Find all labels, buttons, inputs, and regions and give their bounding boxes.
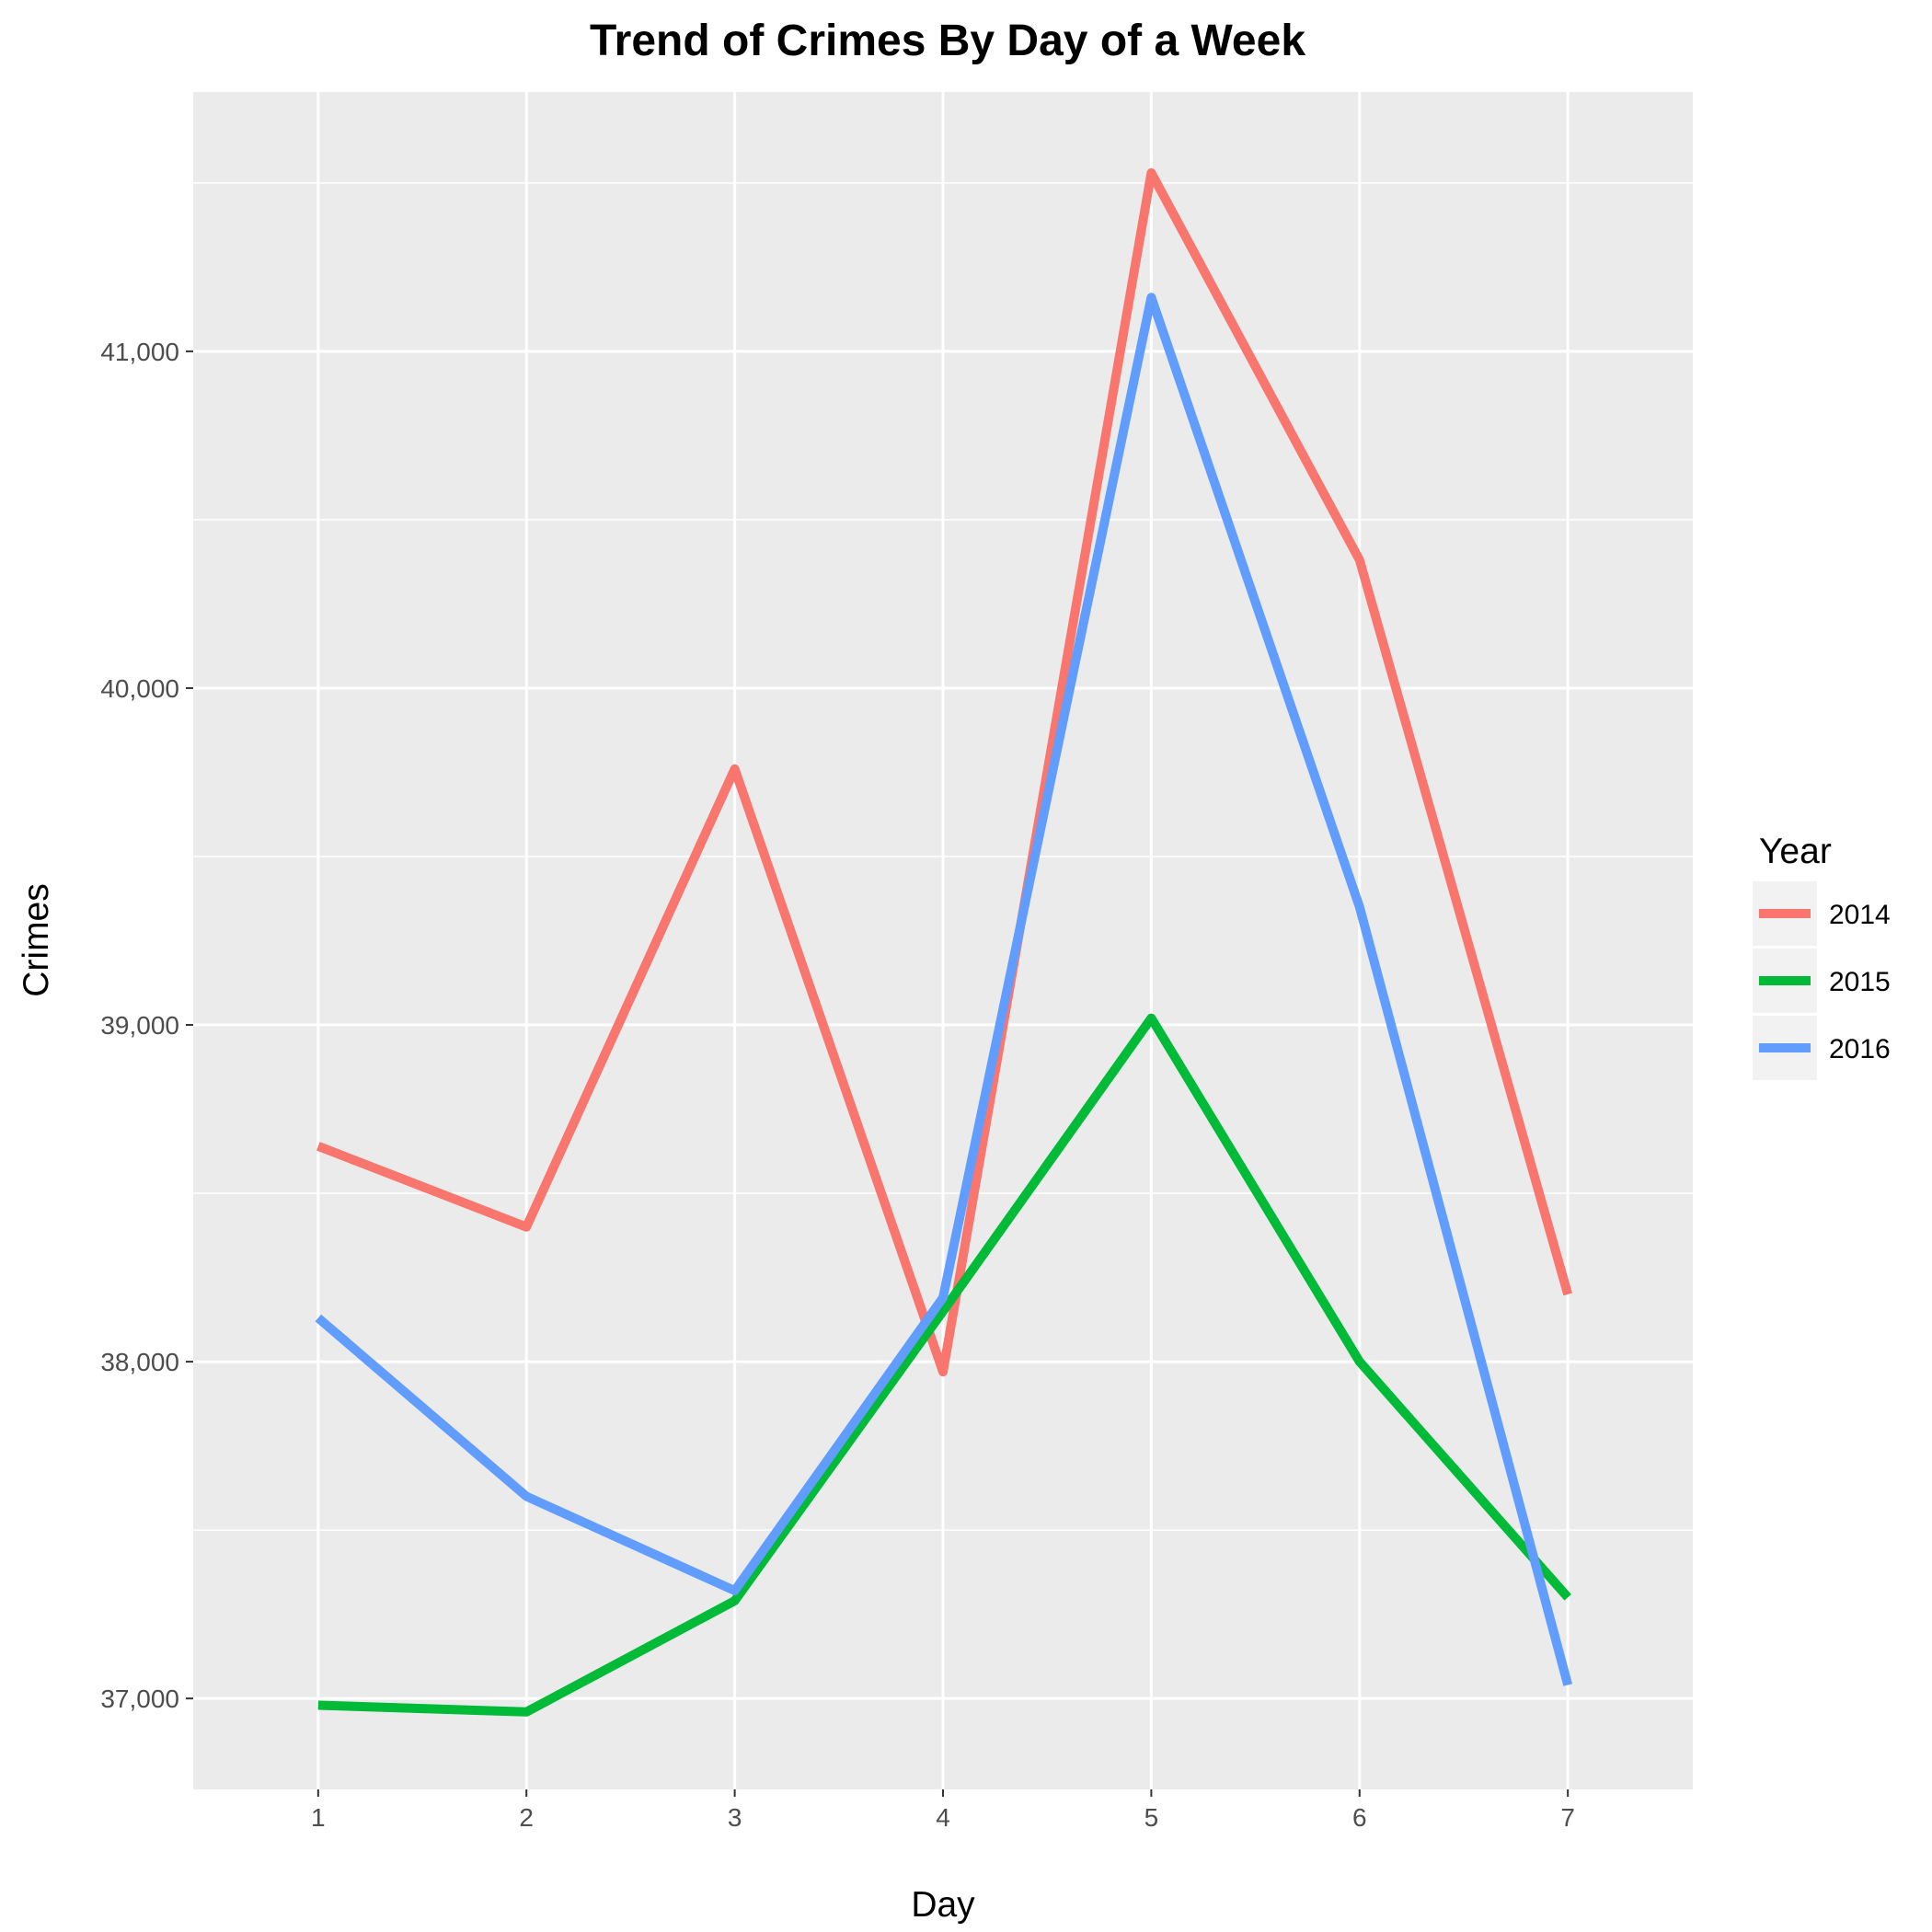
y-tick-label: 40,000 — [100, 674, 179, 703]
x-tick-label: 1 — [311, 1803, 326, 1832]
y-tick-label: 39,000 — [100, 1011, 179, 1040]
x-axis-title: Day — [911, 1885, 975, 1925]
legend-label: 2015 — [1829, 967, 1891, 997]
x-tick-label: 4 — [936, 1803, 950, 1832]
legend-entry-2014: 2014 — [1753, 881, 1891, 946]
x-tick-label: 5 — [1144, 1803, 1159, 1832]
x-tick-label: 6 — [1352, 1803, 1367, 1832]
major-gridlines — [193, 92, 1693, 1789]
y-axis: 37,000 38,000 39,000 40,000 41,000 — [100, 338, 193, 1713]
series-line-2015 — [317, 1013, 1571, 1717]
y-axis-title: Crimes — [17, 883, 56, 997]
x-tick-label: 2 — [519, 1803, 534, 1832]
series-line-2014 — [316, 167, 1573, 1377]
legend-entry-2016: 2016 — [1753, 1016, 1891, 1080]
legend-title: Year — [1759, 832, 1832, 871]
legend: Year 2014 2015 2016 — [1753, 832, 1891, 1080]
y-tick-label: 37,000 — [100, 1685, 179, 1713]
series-lines — [315, 167, 1573, 1717]
legend-entries: 2014 2015 2016 — [1753, 881, 1891, 1080]
x-tick-label: 3 — [728, 1803, 742, 1832]
legend-label: 2014 — [1829, 900, 1891, 930]
legend-entry-2015: 2015 — [1753, 949, 1891, 1013]
chart-title: Trend of Crimes By Day of a Week — [590, 17, 1305, 65]
x-tick-label: 7 — [1560, 1803, 1575, 1832]
y-tick-label: 38,000 — [100, 1348, 179, 1376]
legend-label: 2016 — [1829, 1034, 1891, 1064]
y-tick-label: 41,000 — [100, 338, 179, 366]
series-line-2016 — [315, 293, 1573, 1686]
x-axis: 1 2 3 4 5 6 7 — [311, 1789, 1575, 1832]
